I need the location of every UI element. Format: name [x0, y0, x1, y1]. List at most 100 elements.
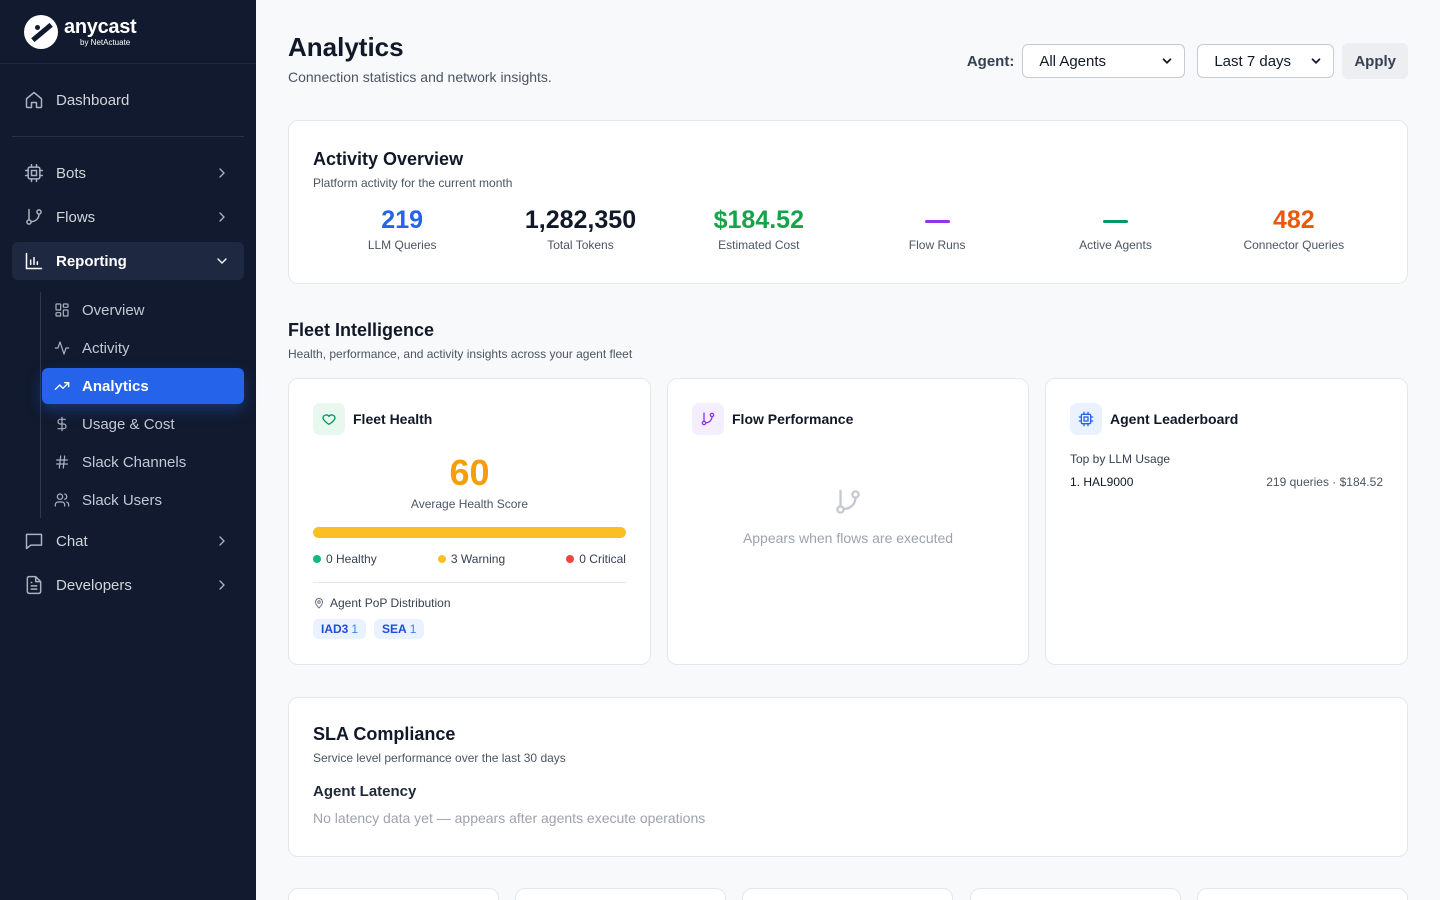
- pop-distribution-label: Agent PoP Distribution: [313, 596, 626, 610]
- stat-total-tokens: 1,282,350 Total Tokens: [491, 204, 669, 252]
- stat-value: 1,282,350: [524, 206, 637, 234]
- pop-count: 1: [351, 622, 359, 636]
- stat-value: 482: [1272, 206, 1315, 234]
- sidebar-subitem-activity[interactable]: Activity: [42, 330, 244, 366]
- hash-icon: [54, 454, 70, 470]
- chevron-down-icon: [1309, 54, 1323, 72]
- agent-select-value: All Agents: [1039, 52, 1107, 70]
- sidebar-item-flows[interactable]: Flows: [12, 198, 244, 236]
- agent-latency-empty: No latency data yet — appears after agen…: [313, 810, 706, 826]
- stat-label: Flow Runs: [908, 238, 966, 252]
- agent-leaderboard-card: Agent Leaderboard Top by LLM Usage 1. HA…: [1045, 378, 1408, 665]
- chevron-right-icon: [214, 209, 230, 229]
- chevron-down-icon: [1160, 54, 1174, 72]
- sidebar-subitem-overview[interactable]: Overview: [42, 292, 244, 328]
- sidebar-subitem-slack-users[interactable]: Slack Users: [42, 482, 244, 518]
- users-icon: [54, 492, 70, 508]
- agent-filter-label: Agent:: [966, 52, 1015, 70]
- health-legend: 0 Healthy 3 Warning 0 Critical: [313, 552, 626, 566]
- fleet-intelligence-subtitle: Health, performance, and activity insigh…: [288, 347, 633, 361]
- page-title: Analytics: [288, 32, 404, 62]
- git-branch-icon: [692, 403, 724, 435]
- brand-sub: by NetActuate: [80, 37, 131, 47]
- divider: [313, 582, 626, 583]
- stat-value: $184.52: [713, 206, 804, 234]
- pop-distribution-text: Agent PoP Distribution: [330, 596, 451, 610]
- red-dot-icon: [566, 555, 575, 563]
- stat-llm-queries: 219 LLM Queries: [313, 204, 491, 252]
- sidebar-item-chat[interactable]: Chat: [12, 522, 244, 560]
- sidebar: anycast by NetActuate Dashboard Bots: [0, 0, 256, 900]
- empty-dash-icon: [924, 219, 950, 223]
- stat-label: LLM Queries: [367, 238, 437, 252]
- chevron-right-icon: [214, 533, 230, 553]
- fleet-intelligence-title: Fleet Intelligence: [288, 320, 435, 340]
- summary-card: [970, 888, 1181, 900]
- trend-icon: [54, 378, 70, 394]
- health-score-label: Average Health Score: [410, 497, 529, 511]
- leaderboard-agent-meta: 219 queries · $184.52: [1266, 475, 1383, 489]
- summary-card: [288, 888, 499, 900]
- legend-warning-label: 3 Warning: [450, 552, 506, 566]
- legend-healthy: 0 Healthy: [313, 552, 377, 566]
- heart-icon: [313, 403, 345, 435]
- sidebar-subitem-usage-cost[interactable]: Usage & Cost: [42, 406, 244, 442]
- agent-select[interactable]: All Agents: [1022, 44, 1186, 78]
- period-select[interactable]: Last 7 days: [1197, 44, 1335, 78]
- stat-active-agents: Active Agents: [1026, 204, 1204, 252]
- pop-tag[interactable]: SEA 1: [374, 619, 425, 639]
- pop-tag[interactable]: IAD3 1: [313, 619, 367, 639]
- legend-healthy-label: 0 Healthy: [326, 552, 377, 566]
- chat-icon: [24, 531, 44, 551]
- flow-performance-card: Flow Performance Appears when flows are …: [667, 378, 1029, 665]
- sla-title: SLA Compliance: [313, 724, 456, 744]
- legend-critical: 0 Critical: [566, 552, 626, 566]
- summary-card: [515, 888, 726, 900]
- yellow-dot-icon: [437, 555, 446, 563]
- sidebar-subitem-label: Slack Users: [82, 491, 163, 509]
- sidebar-item-label: Dashboard: [56, 91, 130, 109]
- empty-dash-icon: [1102, 219, 1128, 223]
- sidebar-item-label: Flows: [56, 208, 96, 226]
- chip-icon: [1070, 403, 1102, 435]
- stat-estimated-cost: $184.52 Estimated Cost: [670, 204, 848, 252]
- grid-icon: [54, 302, 70, 318]
- sidebar-item-developers[interactable]: Developers: [12, 566, 244, 604]
- sidebar-subitem-label: Analytics: [82, 377, 149, 395]
- brand-logo[interactable]: anycast by NetActuate: [0, 0, 256, 64]
- stat-label: Active Agents: [1079, 238, 1152, 252]
- pop-code: SEA: [382, 622, 407, 636]
- sidebar-subitem-analytics[interactable]: Analytics: [42, 368, 244, 404]
- summary-card: [1197, 888, 1408, 900]
- sidebar-divider: [12, 136, 244, 137]
- sidebar-nav: Dashboard Bots Flows: [0, 81, 256, 604]
- stat-flow-runs: Flow Runs: [848, 204, 1026, 252]
- activity-overview-title: Activity Overview: [313, 149, 464, 169]
- health-score: 60: [449, 452, 490, 493]
- sidebar-item-reporting[interactable]: Reporting: [12, 242, 244, 280]
- git-branch-icon: [24, 207, 44, 227]
- sidebar-item-bots[interactable]: Bots: [12, 154, 244, 192]
- stat-label: Estimated Cost: [718, 238, 800, 252]
- legend-critical-label: 0 Critical: [579, 552, 626, 566]
- sidebar-item-label: Chat: [56, 532, 88, 550]
- leaderboard-row[interactable]: 1. HAL9000 219 queries · $184.52: [1070, 475, 1383, 489]
- flow-performance-title: Flow Performance: [732, 411, 854, 427]
- sidebar-subitem-label: Usage & Cost: [82, 415, 175, 433]
- stat-value: 219: [381, 206, 424, 234]
- stat-label: Total Tokens: [547, 238, 614, 252]
- sidebar-item-label: Reporting: [56, 252, 127, 270]
- stat-label: Connector Queries: [1243, 238, 1345, 252]
- agent-leaderboard-title: Agent Leaderboard: [1110, 411, 1239, 427]
- chevron-down-icon: [214, 253, 230, 273]
- dollar-icon: [54, 416, 70, 432]
- home-icon: [24, 90, 44, 110]
- git-branch-icon: [836, 489, 860, 514]
- leaderboard-agent-name: 1. HAL9000: [1070, 475, 1134, 489]
- filter-bar: Agent: All Agents Last 7 days Apply: [967, 43, 1408, 79]
- sidebar-item-dashboard[interactable]: Dashboard: [12, 81, 244, 119]
- page-subtitle: Connection statistics and network insigh…: [288, 69, 552, 85]
- stat-value-empty: [1026, 204, 1204, 236]
- sidebar-subitem-slack-channels[interactable]: Slack Channels: [42, 444, 244, 480]
- apply-button[interactable]: Apply: [1342, 43, 1408, 79]
